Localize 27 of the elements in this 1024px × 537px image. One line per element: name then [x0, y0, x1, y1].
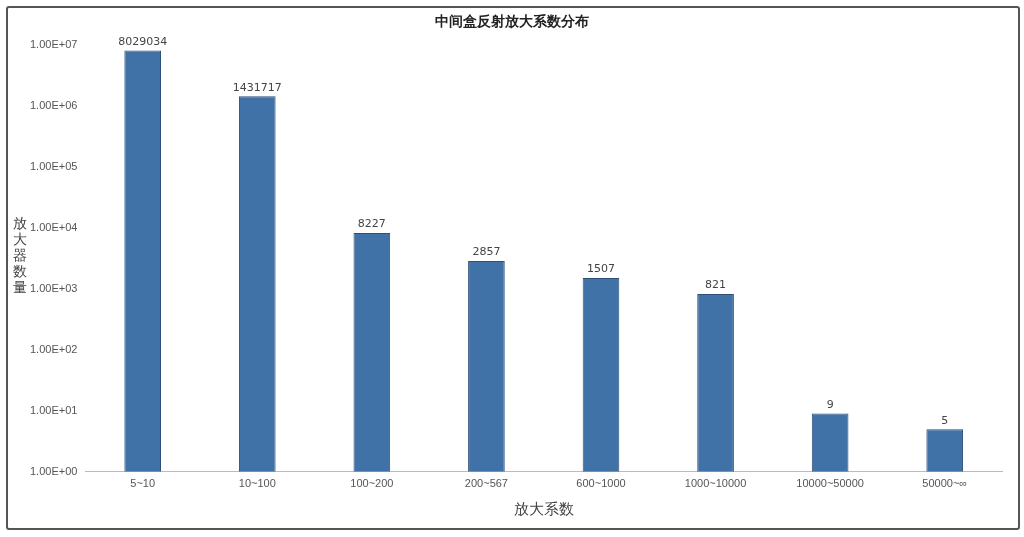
x-tick-label: 1000~10000: [684, 477, 747, 490]
y-tick-label: 1.00E+03: [30, 281, 78, 294]
data-label: 2857: [472, 245, 501, 259]
data-label: 821: [705, 278, 727, 292]
y-tick-label: 1.00E+00: [30, 464, 78, 477]
data-label: 1431717: [232, 80, 282, 94]
y-tick-label: 1.00E+02: [30, 342, 78, 355]
y-tick-label: 1.00E+06: [30, 98, 78, 111]
x-tick-label: 5~10: [130, 477, 156, 490]
chart-title: 中间盒反射放大系数分布: [435, 13, 589, 30]
data-label: 5: [941, 413, 949, 427]
y-tick-label: 1.00E+05: [30, 159, 78, 172]
data-label: 1507: [586, 262, 615, 276]
x-tick-label: 100~200: [350, 477, 394, 490]
data-label: 8227: [357, 217, 386, 231]
data-label: 9: [826, 397, 834, 411]
x-tick-label: 50000~∞: [922, 477, 968, 490]
y-tick-label: 1.00E+07: [30, 37, 78, 50]
x-tick-label: 10000~50000: [796, 477, 864, 490]
x-axis-title: 放大系数: [513, 500, 574, 518]
x-tick-label: 600~1000: [576, 477, 626, 490]
y-tick-label: 1.00E+04: [30, 220, 78, 233]
y-axis-title: 放大器数量: [12, 215, 28, 295]
x-tick-label: 200~567: [464, 477, 508, 490]
y-tick-label: 1.00E+01: [30, 403, 78, 416]
data-label: 8029034: [118, 34, 168, 48]
x-tick-label: 10~100: [238, 477, 276, 490]
